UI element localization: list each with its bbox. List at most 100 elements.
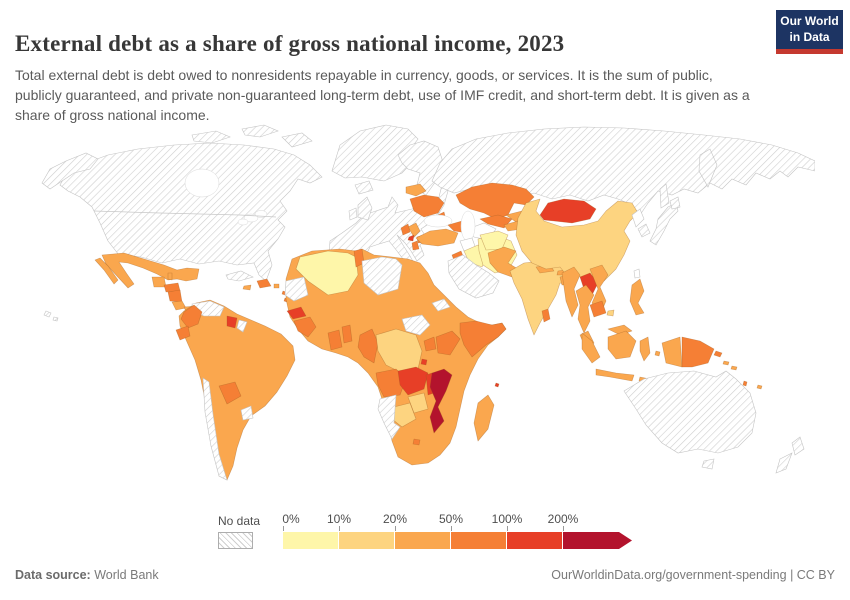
legend-tick [339, 526, 340, 531]
country-senegal[interactable] [286, 306, 307, 320]
country-puerto-rico[interactable] [273, 283, 280, 289]
country-myanmar[interactable] [561, 266, 581, 318]
country-suriname[interactable] [226, 315, 238, 329]
country-western-sahara[interactable] [284, 276, 309, 302]
hawaii-islands[interactable] [43, 310, 59, 322]
country-comoros[interactable] [494, 382, 500, 388]
country-angola[interactable] [375, 368, 407, 398]
country-ecuador[interactable] [175, 325, 191, 341]
arabian-peninsula[interactable] [447, 254, 500, 299]
country-ukraine[interactable] [409, 194, 445, 218]
map-legend: No data 0% 10% 20% 50% 100% 200% [0, 512, 850, 556]
country-serbia[interactable] [407, 222, 421, 238]
country-sri-lanka[interactable] [541, 308, 551, 323]
country-uzbekistan[interactable] [479, 214, 513, 229]
country-jamaica[interactable] [242, 284, 252, 291]
legend-color-bar[interactable] [283, 532, 632, 549]
country-taiwan[interactable] [633, 268, 641, 279]
no-data-swatch[interactable] [218, 532, 253, 549]
legend-segment-50%[interactable] [451, 532, 506, 549]
country-cuba[interactable] [225, 270, 254, 282]
country-albania[interactable] [411, 240, 420, 251]
country-alaska[interactable] [41, 152, 99, 190]
country-burundi[interactable] [420, 358, 428, 366]
country-libya[interactable] [361, 256, 403, 296]
country-mozambique[interactable] [429, 368, 453, 434]
legend-segment-20%[interactable] [395, 532, 450, 549]
arctic-islands[interactable] [191, 124, 313, 148]
country-uganda[interactable] [423, 336, 437, 352]
country-ghana[interactable] [327, 329, 343, 351]
country-new-zealand[interactable] [775, 436, 805, 474]
country-uk[interactable] [357, 196, 373, 221]
logo-line2: in Data [789, 29, 830, 44]
country-ireland[interactable] [348, 207, 358, 221]
country-australia[interactable] [623, 370, 757, 470]
country-thailand[interactable] [575, 284, 595, 334]
country-vanuatu[interactable] [742, 380, 748, 387]
country-south-korea[interactable] [637, 223, 651, 238]
country-indonesia[interactable] [581, 330, 661, 384]
country-eritrea[interactable] [431, 298, 451, 312]
country-fiji[interactable] [756, 384, 763, 390]
country-namibia[interactable] [377, 394, 401, 440]
country-algeria[interactable] [295, 250, 359, 296]
legend-tick-label: 0% [282, 512, 300, 526]
legend-segment-0%[interactable] [283, 532, 338, 549]
legend-segment-10%[interactable] [339, 532, 394, 549]
country-uruguay[interactable] [240, 405, 254, 421]
country-madagascar[interactable] [473, 394, 495, 442]
sakhalin-island[interactable] [659, 183, 670, 209]
country-lesotho[interactable] [412, 438, 421, 446]
country-kazakhstan[interactable] [455, 182, 535, 220]
country-south-sudan[interactable] [401, 314, 431, 336]
country-philippines[interactable] [629, 278, 645, 316]
solomon-islands[interactable] [722, 360, 738, 371]
country-hispaniola[interactable] [256, 278, 272, 289]
legend-segment-200%[interactable] [563, 532, 632, 549]
country-chile[interactable] [202, 377, 228, 481]
country-french-guiana[interactable] [236, 319, 248, 333]
credit-link[interactable]: OurWorldinData.org/government-spending |… [551, 568, 835, 582]
country-iceland[interactable] [354, 180, 374, 195]
page-title: External debt as a share of gross nation… [15, 31, 565, 57]
owid-logo[interactable]: Our World in Data [776, 10, 843, 54]
country-somalia[interactable] [459, 320, 507, 358]
great-lake-3 [237, 218, 249, 226]
chart-subtitle: Total external debt is debt owed to nonr… [15, 67, 750, 123]
country-zimbabwe[interactable] [407, 392, 429, 414]
legend-tick [563, 526, 564, 531]
country-china[interactable] [515, 198, 639, 284]
country-montenegro[interactable] [407, 234, 415, 242]
country-paraguay[interactable] [218, 381, 242, 405]
country-guinea[interactable] [293, 316, 317, 338]
region-west-papua[interactable] [661, 336, 683, 368]
kamchatka-peninsula[interactable] [698, 148, 718, 188]
country-mongolia[interactable] [539, 198, 597, 224]
country-papua-new-guinea[interactable] [681, 336, 723, 368]
canada-usa-border [93, 210, 277, 218]
country-mexico[interactable] [94, 252, 200, 289]
country-afghanistan[interactable] [479, 230, 509, 251]
country-belize[interactable] [167, 272, 173, 281]
no-data-label: No data [218, 514, 261, 528]
region-benin-togo[interactable] [341, 324, 353, 344]
country-belarus[interactable] [405, 183, 427, 197]
country-japan[interactable] [649, 196, 681, 246]
legend-segment-100%[interactable] [507, 532, 562, 549]
legend-tick-label: 50% [438, 512, 464, 526]
legend-tick-label: 100% [491, 512, 523, 526]
country-turkey[interactable] [415, 228, 459, 247]
country-nicaragua[interactable] [167, 289, 183, 303]
logo-line1: Our World [780, 13, 839, 28]
hainan-island[interactable] [606, 309, 615, 317]
country-vietnam[interactable] [589, 264, 609, 316]
country-kenya[interactable] [435, 330, 461, 356]
country-cambodia[interactable] [589, 300, 607, 318]
country-north-korea[interactable] [631, 208, 645, 228]
country-colombia[interactable] [180, 304, 203, 329]
country-bosnia[interactable] [400, 223, 411, 236]
region-cameroon-congo[interactable] [357, 328, 379, 364]
country-costa-rica[interactable] [171, 300, 187, 311]
legend-tick [451, 526, 452, 531]
